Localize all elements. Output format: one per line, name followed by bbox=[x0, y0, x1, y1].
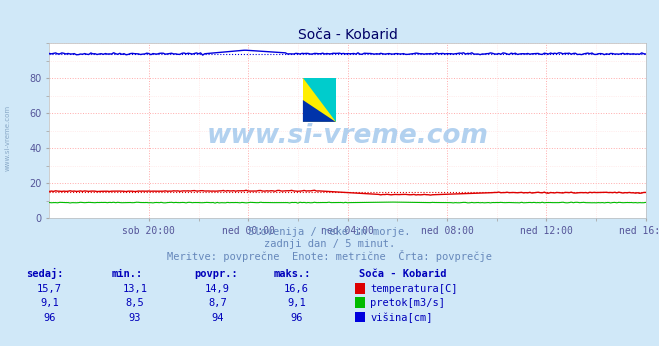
Text: 8,7: 8,7 bbox=[208, 298, 227, 308]
Text: 16,6: 16,6 bbox=[284, 284, 309, 294]
Text: min.:: min.: bbox=[112, 269, 143, 279]
Text: 96: 96 bbox=[43, 313, 55, 323]
Text: Soča - Kobarid: Soča - Kobarid bbox=[359, 269, 447, 279]
Bar bbox=[303, 78, 335, 122]
Text: maks.:: maks.: bbox=[273, 269, 311, 279]
Text: povpr.:: povpr.: bbox=[194, 269, 238, 279]
Polygon shape bbox=[303, 78, 335, 122]
Text: www.si-vreme.com: www.si-vreme.com bbox=[5, 105, 11, 172]
Text: 14,9: 14,9 bbox=[205, 284, 230, 294]
Text: Meritve: povprečne  Enote: metrične  Črta: povprečje: Meritve: povprečne Enote: metrične Črta:… bbox=[167, 249, 492, 262]
Text: višina[cm]: višina[cm] bbox=[370, 312, 433, 323]
Text: 96: 96 bbox=[291, 313, 302, 323]
Text: 94: 94 bbox=[212, 313, 223, 323]
Polygon shape bbox=[303, 100, 335, 122]
Title: Soča - Kobarid: Soča - Kobarid bbox=[298, 28, 397, 42]
Text: 15,7: 15,7 bbox=[37, 284, 62, 294]
Text: zadnji dan / 5 minut.: zadnji dan / 5 minut. bbox=[264, 239, 395, 249]
Text: 13,1: 13,1 bbox=[123, 284, 148, 294]
Text: temperatura[C]: temperatura[C] bbox=[370, 284, 458, 294]
Text: sedaj:: sedaj: bbox=[26, 268, 64, 279]
Text: 8,5: 8,5 bbox=[126, 298, 144, 308]
Text: 9,1: 9,1 bbox=[287, 298, 306, 308]
Text: 9,1: 9,1 bbox=[40, 298, 59, 308]
Text: 93: 93 bbox=[129, 313, 141, 323]
Text: www.si-vreme.com: www.si-vreme.com bbox=[207, 123, 488, 149]
Text: pretok[m3/s]: pretok[m3/s] bbox=[370, 298, 445, 308]
Text: Slovenija / reke in morje.: Slovenija / reke in morje. bbox=[248, 227, 411, 237]
